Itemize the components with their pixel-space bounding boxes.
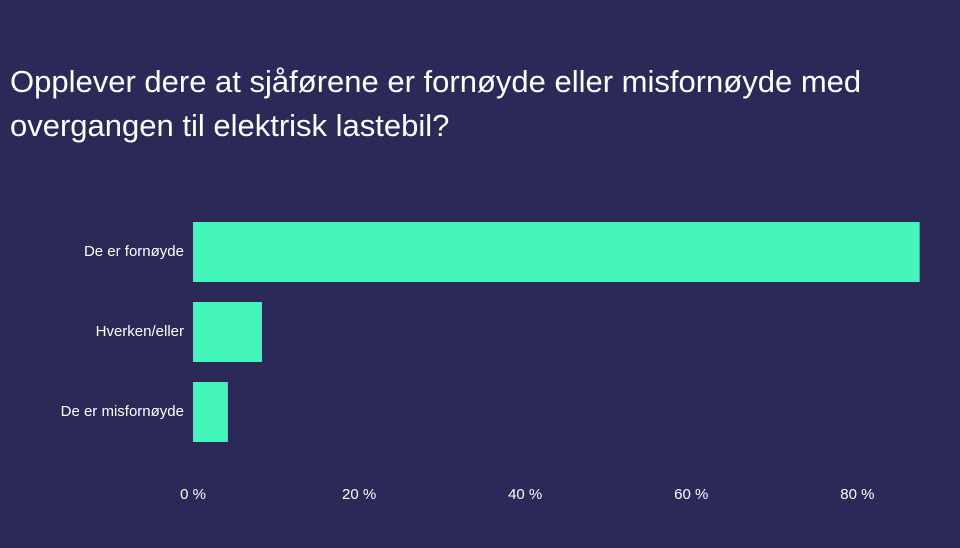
x-tick-label: 40 % <box>508 486 542 503</box>
y-tick-label: De er misfornøyde <box>61 403 184 420</box>
x-tick-label: 60 % <box>674 486 708 503</box>
bar <box>193 302 262 362</box>
bar <box>193 222 920 282</box>
x-tick-label: 80 % <box>840 486 874 503</box>
y-tick-label: De er fornøyde <box>84 243 184 260</box>
x-tick-label: 20 % <box>342 486 376 503</box>
chart-title: Opplever dere at sjåførene er fornøyde e… <box>10 64 862 143</box>
y-tick-label: Hverken/eller <box>96 323 184 340</box>
bar <box>193 382 228 442</box>
x-tick-label: 0 % <box>180 486 206 503</box>
